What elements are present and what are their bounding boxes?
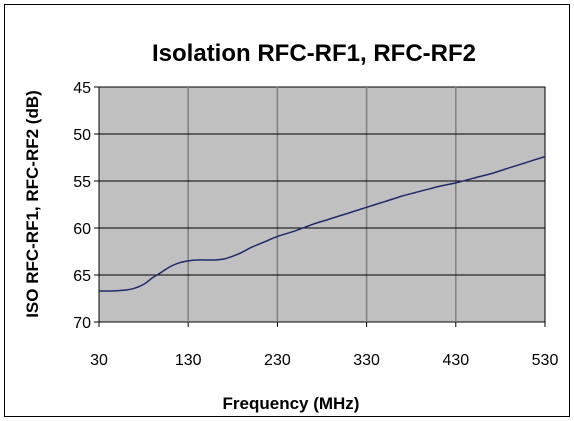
y-tick-label: 50 bbox=[73, 127, 91, 144]
x-tick-label: 330 bbox=[353, 352, 380, 369]
x-tick-label: 130 bbox=[175, 352, 202, 369]
y-tick-label: 65 bbox=[73, 268, 91, 285]
y-tick-label: 70 bbox=[73, 315, 91, 332]
plot-area bbox=[98, 86, 546, 323]
x-axis-label: Frequency (MHz) bbox=[223, 394, 360, 413]
x-tick-label: 530 bbox=[532, 352, 559, 369]
x-tick-label: 30 bbox=[90, 352, 108, 369]
chart-title: Isolation RFC-RF1, RFC-RF2 bbox=[152, 40, 476, 67]
y-tick-label: 45 bbox=[73, 80, 91, 97]
x-tick-label: 430 bbox=[442, 352, 469, 369]
x-tick-label: 230 bbox=[264, 352, 291, 369]
series-line-0 bbox=[98, 155, 546, 292]
x-axis-ticks: 30 130 230 330 430 530 bbox=[90, 322, 558, 369]
y-axis-label: ISO RFC-RF1, RFC-RF2 (dB) bbox=[23, 90, 42, 318]
gridlines bbox=[99, 87, 545, 322]
series-group bbox=[98, 155, 546, 292]
y-tick-label: 60 bbox=[73, 221, 91, 238]
y-axis-ticks: 45 50 55 60 65 70 bbox=[73, 80, 99, 332]
y-tick-label: 55 bbox=[73, 174, 91, 191]
